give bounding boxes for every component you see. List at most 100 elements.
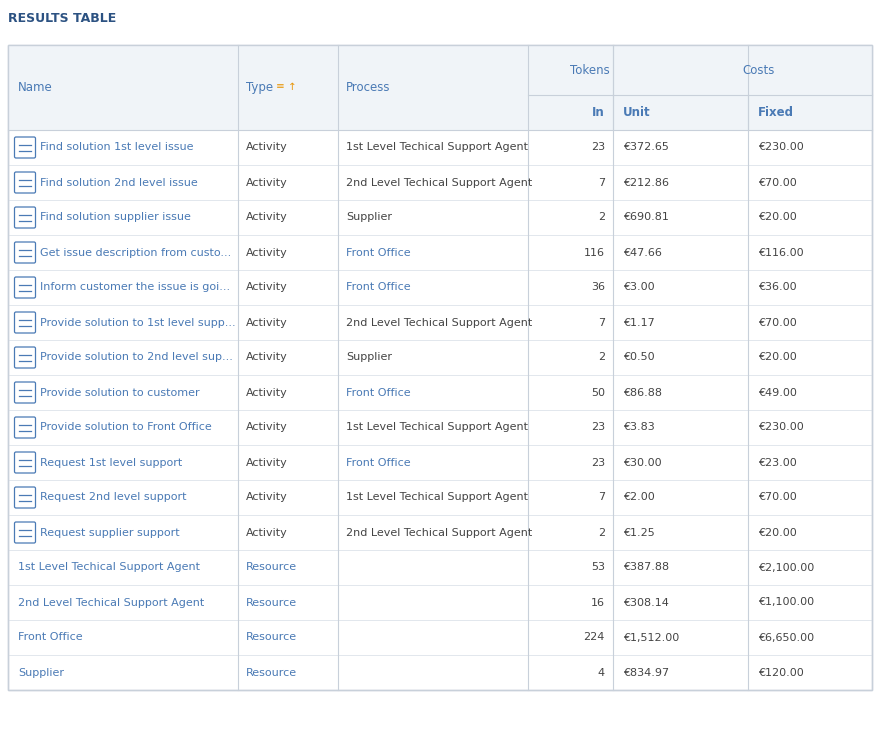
Text: €20.00: €20.00	[758, 528, 796, 537]
Text: ≡: ≡	[276, 82, 285, 91]
Bar	[8, 45, 872, 690]
Text: 2nd Level Techical Support Agent: 2nd Level Techical Support Agent	[18, 597, 204, 607]
Text: €1.17: €1.17	[623, 318, 655, 328]
Text: €70.00: €70.00	[758, 177, 796, 188]
Text: 50: 50	[591, 388, 605, 398]
Text: €1,512.00: €1,512.00	[623, 632, 679, 642]
Text: €2,100.00: €2,100.00	[758, 563, 814, 572]
Text: 53: 53	[591, 563, 605, 572]
Text: Request 1st level support: Request 1st level support	[40, 458, 182, 467]
Text: 1st Level Techical Support Agent: 1st Level Techical Support Agent	[18, 563, 200, 572]
Text: Front Office: Front Office	[18, 632, 83, 642]
Text: 4: 4	[598, 667, 605, 677]
Text: Resource: Resource	[246, 563, 297, 572]
FancyBboxPatch shape	[14, 172, 35, 193]
Text: Costs: Costs	[743, 64, 775, 77]
Text: Provide solution to 2nd level sup...: Provide solution to 2nd level sup...	[40, 353, 233, 363]
Text: 1st Level Techical Support Agent: 1st Level Techical Support Agent	[346, 142, 528, 153]
FancyBboxPatch shape	[14, 452, 35, 473]
Text: Type: Type	[246, 81, 273, 94]
Text: 224: 224	[583, 632, 605, 642]
FancyBboxPatch shape	[14, 207, 35, 228]
Text: €30.00: €30.00	[623, 458, 662, 467]
Text: €6,650.00: €6,650.00	[758, 632, 814, 642]
Text: ↑: ↑	[288, 82, 297, 91]
Text: 2nd Level Techical Support Agent: 2nd Level Techical Support Agent	[346, 318, 532, 328]
Text: €86.88: €86.88	[623, 388, 662, 398]
Text: Activity: Activity	[246, 528, 288, 537]
Text: Activity: Activity	[246, 353, 288, 363]
Text: Activity: Activity	[246, 458, 288, 467]
Text: Activity: Activity	[246, 493, 288, 502]
Text: €3.83: €3.83	[623, 423, 655, 432]
Text: Get issue description from custo...: Get issue description from custo...	[40, 247, 231, 258]
Text: €49.00: €49.00	[758, 388, 797, 398]
FancyBboxPatch shape	[14, 137, 35, 158]
Text: €230.00: €230.00	[758, 142, 803, 153]
Text: Fixed: Fixed	[758, 106, 794, 119]
Text: Request 2nd level support: Request 2nd level support	[40, 493, 187, 502]
Text: Activity: Activity	[246, 247, 288, 258]
Text: €0.50: €0.50	[623, 353, 655, 363]
Text: Request supplier support: Request supplier support	[40, 528, 180, 537]
FancyBboxPatch shape	[14, 487, 35, 508]
Text: Find solution 2nd level issue: Find solution 2nd level issue	[40, 177, 198, 188]
Text: 23: 23	[590, 142, 605, 153]
Text: RESULTS TABLE: RESULTS TABLE	[8, 12, 116, 25]
Text: €20.00: €20.00	[758, 353, 796, 363]
Text: Resource: Resource	[246, 597, 297, 607]
Text: 23: 23	[590, 458, 605, 467]
Text: Activity: Activity	[246, 318, 288, 328]
Bar	[8, 45, 872, 690]
FancyBboxPatch shape	[14, 382, 35, 403]
Text: Activity: Activity	[246, 283, 288, 293]
Text: €372.65: €372.65	[623, 142, 669, 153]
Text: €23.00: €23.00	[758, 458, 796, 467]
FancyBboxPatch shape	[14, 522, 35, 543]
Text: 2: 2	[598, 212, 605, 223]
Text: €116.00: €116.00	[758, 247, 803, 258]
Text: €2.00: €2.00	[623, 493, 655, 502]
Text: Activity: Activity	[246, 212, 288, 223]
Text: €3.00: €3.00	[623, 283, 655, 293]
Text: Activity: Activity	[246, 388, 288, 398]
Text: Supplier: Supplier	[346, 212, 392, 223]
Text: €70.00: €70.00	[758, 318, 796, 328]
Text: Supplier: Supplier	[346, 353, 392, 363]
Text: Provide solution to Front Office: Provide solution to Front Office	[40, 423, 212, 432]
Text: €308.14: €308.14	[623, 597, 669, 607]
Text: Activity: Activity	[246, 142, 288, 153]
Text: 2: 2	[598, 353, 605, 363]
Text: 23: 23	[590, 423, 605, 432]
FancyBboxPatch shape	[14, 242, 35, 263]
Text: Supplier: Supplier	[18, 667, 64, 677]
Text: Resource: Resource	[246, 667, 297, 677]
Text: Inform customer the issue is goi...: Inform customer the issue is goi...	[40, 283, 231, 293]
FancyBboxPatch shape	[14, 277, 35, 298]
Text: 2nd Level Techical Support Agent: 2nd Level Techical Support Agent	[346, 528, 532, 537]
Text: Process: Process	[346, 81, 391, 94]
Text: €70.00: €70.00	[758, 493, 796, 502]
Text: Front Office: Front Office	[346, 388, 411, 398]
Text: €36.00: €36.00	[758, 283, 796, 293]
Text: Name: Name	[18, 81, 53, 94]
Text: Resource: Resource	[246, 632, 297, 642]
Text: €834.97: €834.97	[623, 667, 669, 677]
Text: 1st Level Techical Support Agent: 1st Level Techical Support Agent	[346, 423, 528, 432]
FancyBboxPatch shape	[14, 312, 35, 333]
Text: €690.81: €690.81	[623, 212, 669, 223]
Text: Find solution 1st level issue: Find solution 1st level issue	[40, 142, 194, 153]
FancyBboxPatch shape	[14, 347, 35, 368]
Text: 36: 36	[591, 283, 605, 293]
Text: Front Office: Front Office	[346, 247, 411, 258]
Text: Tokens: Tokens	[570, 64, 610, 77]
Text: Provide solution to 1st level supp...: Provide solution to 1st level supp...	[40, 318, 236, 328]
Bar	[8, 45, 872, 130]
Text: Provide solution to customer: Provide solution to customer	[40, 388, 200, 398]
FancyBboxPatch shape	[14, 417, 35, 438]
Text: Activity: Activity	[246, 423, 288, 432]
Text: Front Office: Front Office	[346, 458, 411, 467]
Text: Find solution supplier issue: Find solution supplier issue	[40, 212, 191, 223]
Text: In: In	[592, 106, 605, 119]
Text: 7: 7	[598, 177, 605, 188]
